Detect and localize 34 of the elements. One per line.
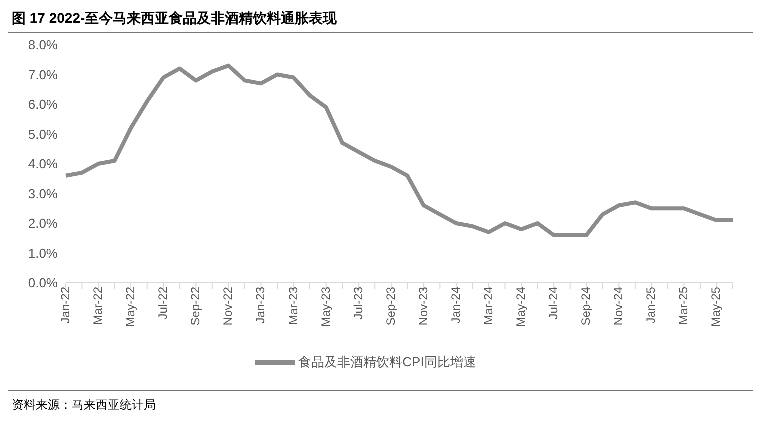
x-tick-label: Nov-23 <box>416 286 430 326</box>
x-tick-label: Nov-24 <box>612 286 626 326</box>
chart-title: 图 17 2022-至今马来西亚食品及非酒精饮料通胀表现 <box>8 8 753 33</box>
x-tick-label: Sep-22 <box>188 286 203 326</box>
x-tick-label: Jan-24 <box>448 286 463 324</box>
y-tick-label: 3.0% <box>28 186 58 202</box>
y-tick-label: 7.0% <box>28 67 58 82</box>
x-tick-label: Jul-23 <box>351 286 366 320</box>
x-tick-label: Sep-23 <box>384 286 398 326</box>
x-tick-label: May-22 <box>124 286 138 328</box>
x-tick-label: May-25 <box>709 286 724 328</box>
x-tick-label: Nov-22 <box>221 286 236 326</box>
y-tick-label: 5.0% <box>28 126 58 142</box>
x-tick-label: Sep-24 <box>579 286 594 326</box>
y-tick-label: 4.0% <box>28 156 58 172</box>
x-tick-label: Jul-22 <box>156 286 170 320</box>
x-tick-label: Mar-22 <box>91 286 106 326</box>
y-tick-label: 8.0% <box>28 38 58 53</box>
x-tick-label: Jan-22 <box>58 286 73 324</box>
y-tick-label: 2.0% <box>28 216 58 232</box>
legend-label: 食品及非酒精饮料CPI同比增速 <box>298 354 476 370</box>
x-tick-label: Jul-24 <box>546 286 561 320</box>
y-tick-label: 1.0% <box>28 246 58 261</box>
y-tick-label: 0.0% <box>28 276 58 291</box>
x-tick-label: Jan-25 <box>644 286 658 324</box>
x-tick-label: Mar-23 <box>286 286 300 326</box>
text: 资料来源：马来西亚统计局 <box>12 397 157 414</box>
x-tick-label: Mar-24 <box>481 286 496 326</box>
x-tick-label: May-23 <box>318 286 333 328</box>
x-tick-label: May-24 <box>514 286 528 328</box>
x-tick-label: Jan-23 <box>254 286 268 324</box>
y-tick-label: 6.0% <box>28 97 58 112</box>
line-series <box>64 64 735 238</box>
x-tick-label: Mar-25 <box>676 286 691 326</box>
